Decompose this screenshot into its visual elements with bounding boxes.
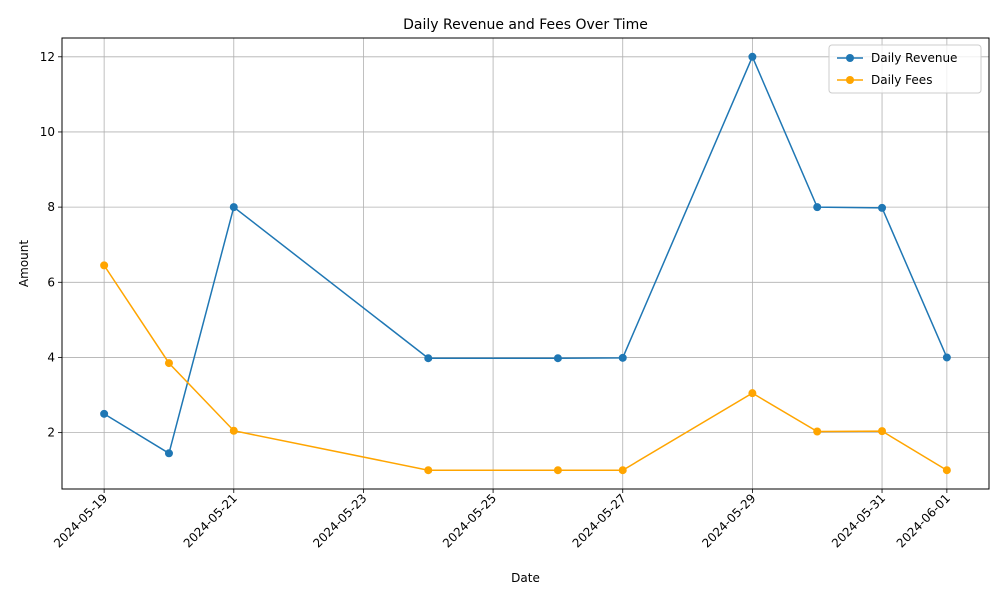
x-tick-label: 2024-05-27: [570, 491, 629, 550]
data-point: [942, 353, 951, 362]
x-axis-title: Date: [511, 571, 540, 585]
data-point: [553, 466, 562, 475]
legend-marker: [846, 76, 854, 84]
data-point: [813, 203, 822, 212]
x-tick-label: 2024-05-25: [440, 491, 499, 550]
axis-ticks: 2024-05-19 2024-05-21 2024-05-23 2024-05-25…: [40, 50, 953, 551]
grid: [62, 38, 989, 489]
data-point: [100, 261, 109, 270]
data-point: [229, 426, 238, 435]
y-axis-title: Amount: [17, 240, 31, 287]
legend-marker: [846, 54, 854, 62]
x-tick-label: 2024-06-01: [894, 491, 953, 550]
series-line-fees: [103, 264, 948, 471]
x-tick-label: 2024-05-31: [829, 491, 888, 550]
data-point: [100, 409, 109, 418]
data-point: [813, 427, 822, 436]
data-point: [553, 354, 562, 363]
data-point: [878, 203, 887, 212]
y-tick-label: 6: [47, 275, 55, 289]
legend-label: Daily Revenue: [871, 51, 957, 65]
data-point: [618, 353, 627, 362]
x-tick-label: 2024-05-23: [310, 491, 369, 550]
chart-title: Daily Revenue and Fees Over Time: [403, 17, 648, 33]
series-layer: [100, 52, 951, 475]
y-tick-label: 4: [47, 350, 55, 364]
data-point: [424, 466, 433, 475]
plot-frame: [61, 37, 990, 490]
data-point: [164, 449, 173, 458]
x-tick-label: 2024-05-19: [51, 491, 110, 550]
data-point: [748, 389, 757, 398]
x-tick-label: 2024-05-29: [699, 491, 758, 550]
y-tick-label: 8: [47, 200, 55, 214]
data-point: [942, 466, 951, 475]
legend-label: Daily Fees: [871, 73, 932, 87]
legend: Daily Revenue Daily Fees: [828, 44, 982, 94]
data-point: [164, 359, 173, 368]
data-point: [748, 52, 757, 61]
data-point: [618, 466, 627, 475]
data-point: [424, 354, 433, 363]
data-point: [229, 203, 238, 212]
series-line-revenue: [103, 54, 948, 455]
legend-box: [828, 44, 982, 94]
y-tick-label: 12: [40, 50, 55, 64]
y-tick-label: 2: [47, 426, 55, 440]
x-tick-label: 2024-05-21: [181, 491, 240, 550]
y-tick-label: 10: [40, 125, 55, 139]
data-point: [878, 427, 887, 436]
